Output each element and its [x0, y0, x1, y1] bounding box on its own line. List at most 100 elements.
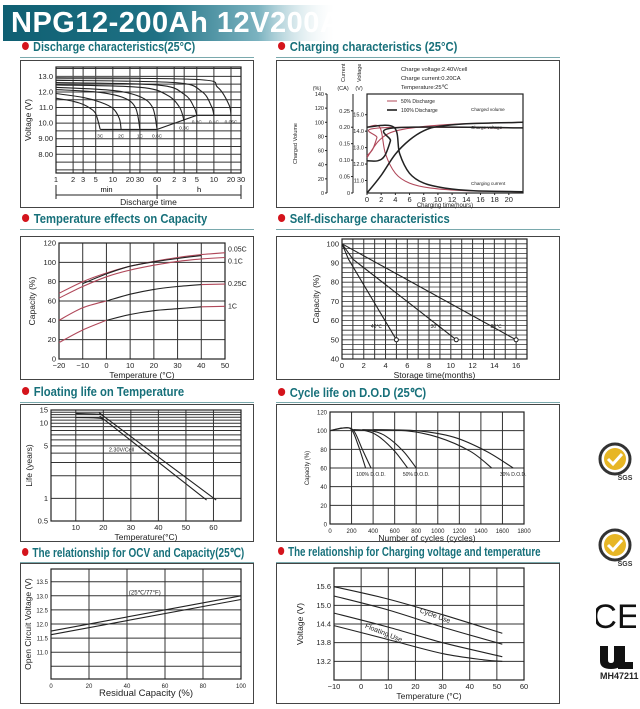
y-tick-label: 12.0 — [36, 623, 48, 629]
x-tick-label: 50 — [221, 361, 229, 370]
chart-panel: −20 −10 0 10 20 30 40 50 0 20 40 60 80 100 120 Temperat… — [20, 236, 254, 380]
x-tick-label: 10 — [210, 175, 218, 184]
bullet-icon — [278, 214, 286, 222]
current-tick-label: 0.05 — [339, 175, 350, 181]
volume-tick-label: 120 — [315, 106, 324, 112]
series-line — [58, 300, 107, 321]
x-tick-label: 8 — [422, 195, 426, 204]
chart-svg: −20 −10 0 10 20 30 40 50 0 20 40 60 80 100 120 Temperat… — [27, 239, 247, 381]
y-tick-label: 60 — [331, 316, 339, 325]
section-divider — [20, 402, 254, 403]
series-line — [106, 306, 202, 321]
y-axis-label: Capacity (%) — [27, 277, 37, 326]
y-tick-label: 20 — [320, 504, 327, 510]
voltage-tick-label: 15.0 — [353, 113, 364, 119]
chart-svg: 10 20 30 40 50 60 15 10 5 1 0.5 Temperature(°C) Life… — [24, 406, 242, 542]
x-tick-label: 6 — [407, 195, 411, 204]
y-tick-label: 80 — [48, 277, 56, 286]
chart-svg: 0 20 40 60 80 100 11.0 11.5 12.0 12.5 13.0 13.5 Resi… — [23, 568, 247, 699]
y-tick-label: 0.5 — [38, 517, 48, 526]
ce-mark-text: CE — [596, 598, 636, 632]
series-line — [366, 124, 524, 193]
check-icon — [606, 452, 624, 467]
series-line — [75, 415, 207, 501]
series-label: 20℃ — [491, 324, 503, 330]
series-line — [106, 284, 202, 302]
sgs-label: SGS — [618, 475, 633, 482]
x-tick-label: 10 — [109, 175, 117, 184]
ce-mark: CE — [596, 598, 636, 632]
series-line — [333, 625, 503, 662]
x-tick-label: 1 — [54, 175, 58, 184]
volume-tick-label: 20 — [318, 177, 324, 183]
section-title: Floating life on Temperature — [22, 385, 184, 401]
series-line — [366, 121, 524, 194]
x-tick-label: −10 — [76, 361, 89, 370]
x-tick-label: 0 — [104, 361, 108, 370]
x-tick-label: 40 — [154, 523, 162, 532]
y-tick-label: 120 — [43, 239, 56, 248]
x-tick-label: 2 — [362, 361, 366, 370]
series-line — [55, 92, 122, 130]
y-tick-label: 60 — [48, 297, 56, 306]
x-tick-label: 20 — [150, 361, 158, 370]
current-tick-label: 0.25 — [339, 109, 350, 115]
x-tick-label: 10 — [434, 195, 442, 204]
volume-tick-label: 0 — [321, 191, 324, 197]
data-series: 1C — [55, 89, 144, 139]
series-label: 1C — [137, 133, 144, 139]
y-tick-label: 20 — [48, 335, 56, 344]
data-series — [82, 255, 202, 285]
volume-tick-label: 140 — [315, 92, 324, 98]
bullet-icon — [22, 548, 29, 556]
x-tick-label: 3 — [81, 175, 85, 184]
series-line — [55, 82, 198, 116]
series-label: 0.3C — [179, 126, 190, 132]
legend-label: 100% Discharge — [401, 108, 438, 114]
x-tick-label: 8 — [427, 361, 431, 370]
x-tick-label: 20 — [86, 684, 93, 690]
y-tick-label: 0 — [324, 523, 328, 529]
series-line — [373, 429, 514, 469]
series-line — [55, 97, 101, 130]
x-tick-label: 12 — [468, 361, 476, 370]
series-line — [55, 84, 185, 122]
x-tick-label: 3 — [182, 175, 186, 184]
sgs-seal-icon — [604, 534, 626, 556]
volume-tick-label: 40 — [318, 163, 324, 169]
data-series: 0.1C — [58, 256, 243, 299]
series-label: 0.1C — [228, 259, 243, 266]
x-tick-label: 30 — [127, 523, 135, 532]
sgs-label: SGS — [618, 561, 633, 568]
data-series: 50% D.O.D. — [351, 429, 430, 478]
x-tick-label: 16 — [512, 361, 520, 370]
section-title: The relationship for Charging voltage an… — [278, 545, 541, 561]
data-series: 40℃ — [341, 243, 399, 343]
series-line — [82, 255, 202, 285]
y-tick-label: 100 — [43, 258, 56, 267]
bullet-icon — [278, 547, 285, 555]
y-tick-label: 11.5 — [37, 637, 49, 643]
voltage-tick-label: 11.0 — [354, 179, 364, 185]
y-axis-label: Capacity (%) — [305, 451, 311, 485]
x-tick-label: 10 — [72, 523, 80, 532]
data-series: 30℃ — [341, 243, 459, 343]
series-end-marker — [393, 337, 399, 343]
x-tick-label: 30 — [136, 175, 144, 184]
x-axis-label: Temperature (°C) — [109, 370, 174, 380]
x-tick-label: 1600 — [496, 529, 510, 535]
section-title: Discharge characteristics(25°C) — [22, 40, 195, 56]
voltage-axis-title: Voltage — [357, 64, 363, 82]
series-line — [55, 79, 215, 116]
y-tick-label: 15.0 — [316, 601, 331, 610]
volume-tick-label: 60 — [318, 149, 324, 155]
x-tick-label: 18 — [490, 195, 498, 204]
sgs-seal-icon — [604, 448, 626, 470]
data-series: 0.05C — [55, 77, 238, 125]
y-tick-label: 80 — [331, 278, 339, 287]
x-tick-label: 40 — [466, 682, 474, 691]
current-axis-title: Current — [341, 63, 347, 82]
x-tick-label: 400 — [368, 529, 379, 535]
series-end-marker — [453, 337, 459, 343]
chart-panel: −10 0 10 20 30 40 50 60 13.2 13.8 14.4 15.0 15.6 Temp… — [276, 563, 560, 704]
